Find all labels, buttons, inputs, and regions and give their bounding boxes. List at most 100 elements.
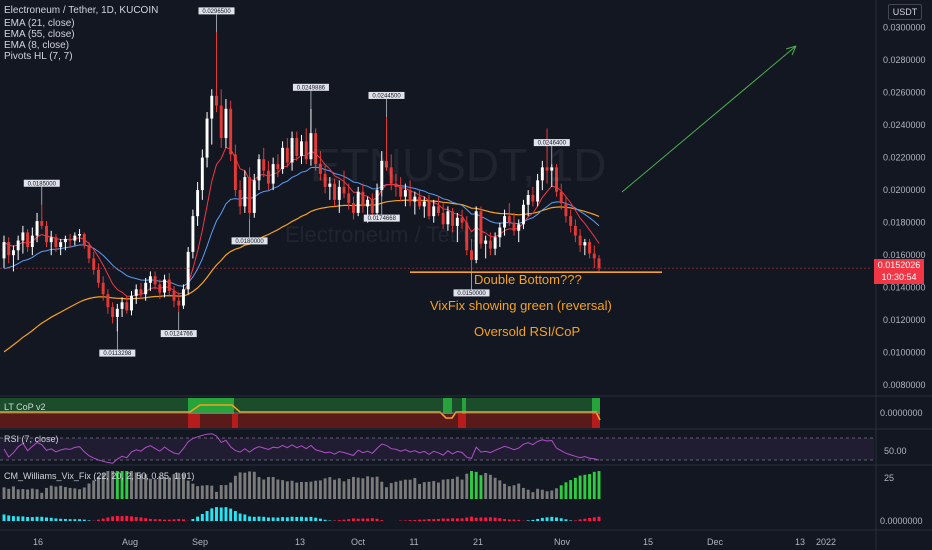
pivot-label: 0.0174668 [368,216,397,222]
histogram-bar [40,516,44,521]
candle-body [238,190,242,207]
vix-bar [16,489,20,499]
vix-bar [540,489,544,499]
cop-red-bar [232,414,238,428]
vix-bar [181,473,185,499]
pane-label-rsi[interactable]: RSI (7, close) [4,434,59,444]
candle-body [394,183,398,187]
histogram-bar [503,519,507,521]
vix-bar [290,480,294,499]
vix-bar [130,471,133,499]
x-tick-label: Dec [707,537,724,547]
last-price-value: 0.0152026 [877,260,921,270]
candle-body [408,190,412,202]
vix-bar [455,476,459,499]
histogram-bar [347,519,351,521]
histogram-bar [101,518,105,521]
vix-bar [219,485,223,499]
pivot-label-box [198,7,235,15]
histogram-bar [578,519,582,521]
candle-body [356,191,360,213]
vix-bar [11,486,15,499]
currency-button[interactable]: USDT [888,4,922,20]
vix-bar [356,477,360,499]
indicator-ema55[interactable]: EMA (55, close) [4,29,75,40]
candle-body [555,167,558,192]
vix-bar [7,488,11,499]
vix-bar [63,487,67,499]
candle-body [205,118,209,158]
pivot-label: 0.0296500 [202,9,231,15]
indicator-ema21[interactable]: EMA (21, close) [4,18,75,29]
candle-body [130,295,133,311]
candle-body [68,238,72,241]
pane-label-cop[interactable]: LT CoP v2 [4,402,46,412]
pane-label-vix[interactable]: CM_Williams_Vix_Fix (22, 20, 2, 50, 0.85… [4,471,195,481]
histogram-bar [512,519,516,521]
candle-body [219,105,223,139]
vix-bar [257,477,261,499]
candle-body [87,245,91,259]
rsi-line [3,433,600,464]
histogram-bar [68,519,72,521]
cop-green-bar [462,398,466,414]
vix-bar [408,479,412,499]
y-tick-label: 0.0120000 [883,315,926,325]
histogram-bar [446,518,450,521]
trend-arrow-head [785,45,797,56]
candle-body [2,242,6,259]
vix-bar [474,471,478,499]
y-tick-label: 0.0200000 [883,185,926,195]
candle-body [49,237,53,243]
y-tick-label: 0.0100000 [883,348,926,358]
vix-bar [328,477,332,499]
vix-bar [427,481,431,499]
histogram-bar [366,518,370,521]
vix-bar [403,479,407,499]
x-tick-label: 13 [795,537,805,547]
candle-body [342,186,346,194]
vix-bar [233,475,237,499]
vix-bar [78,489,82,499]
vix-bar [484,472,488,499]
vix-bar [498,480,502,499]
histogram-bar [550,516,554,521]
pivot-label: 0.0180000 [235,239,264,245]
histogram-bar [370,518,374,521]
candle-body [361,191,365,207]
pivot-label: 0.0249886 [297,85,326,91]
vix-bar [550,490,554,499]
histogram-bar [285,517,289,521]
vix-bar [422,482,426,499]
histogram-bar [7,515,11,521]
indicator-pivots[interactable]: Pivots HL (7, 7) [4,51,73,62]
candle-body [266,170,270,184]
vix-bar [583,474,587,499]
vix-bar [351,476,355,499]
histogram-bar [96,519,100,521]
histogram-bar [493,517,497,521]
candle-body [521,204,525,225]
histogram-bar [318,518,322,521]
vix-bar [2,487,6,499]
candle-body [583,242,587,246]
histogram-bar [507,519,511,521]
histogram-bar [2,514,6,521]
vix-bar [281,480,285,499]
candle-body [11,250,15,256]
candle-body [196,190,200,217]
histogram-bar [323,519,327,521]
indicator-ema8[interactable]: EMA (8, close) [4,40,70,51]
symbol-title[interactable]: Electroneum / Tether, 1D, KUCOIN [4,5,159,16]
vix-bar [380,481,384,499]
candle-body [134,289,138,296]
histogram-bar [597,516,601,521]
histogram-bar [45,517,48,521]
histogram-bar [243,514,247,521]
vix-bar [271,477,275,499]
vix-bar [262,479,266,499]
candle-body [512,222,516,231]
vix-bar [470,471,473,499]
histogram-bar [451,518,455,521]
